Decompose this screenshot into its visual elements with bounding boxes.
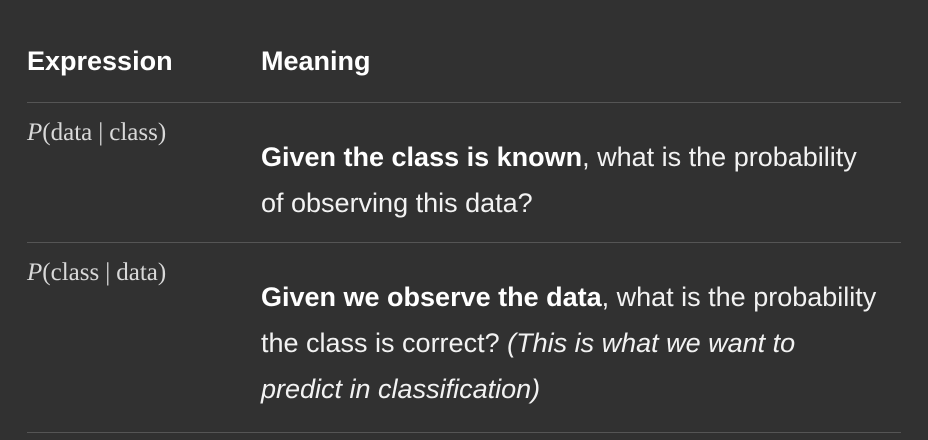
meaning-cell: Given we observe the data, what is the p… — [261, 274, 881, 412]
meaning-italic-text: (This is what we want to predict in clas… — [261, 328, 796, 404]
table-header-row: Expression Meaning — [27, 0, 901, 103]
meaning-cell: Given the class is known, what is the pr… — [261, 134, 881, 226]
table-row: P(data | class) Given the class is known, … — [27, 103, 901, 243]
expression-right-term: data — [116, 259, 158, 286]
expression-column-header: Expression — [27, 46, 173, 76]
probability-symbol: P — [27, 259, 43, 286]
open-paren: ( — [42, 119, 51, 146]
meaning-column-header: Meaning — [261, 46, 371, 76]
close-paren: ) — [157, 259, 167, 286]
meaning-bold-text: Given we observe the data — [261, 282, 602, 312]
meaning-text: , what is the probability the class is c… — [261, 282, 877, 358]
probability-symbol: P — [27, 119, 43, 146]
expression-cell: P(data | class) — [27, 117, 166, 149]
expression-right-term: class — [109, 119, 158, 146]
close-paren: ) — [157, 119, 167, 146]
table-row: P(class | data) Given we observe the data,… — [27, 243, 901, 433]
given-bar: | — [98, 119, 104, 146]
meaning-text: , what is the probability of observing t… — [261, 142, 857, 218]
expression-left-term: class — [50, 259, 100, 286]
meaning-bold-text: Given the class is known — [261, 142, 583, 172]
expression-left-term: data — [50, 119, 93, 146]
given-bar: | — [105, 259, 111, 286]
comparison-table: Expression Meaning P(data | class) Given t… — [27, 0, 901, 433]
open-paren: ( — [42, 259, 51, 286]
expression-cell: P(class | data) — [27, 257, 166, 289]
